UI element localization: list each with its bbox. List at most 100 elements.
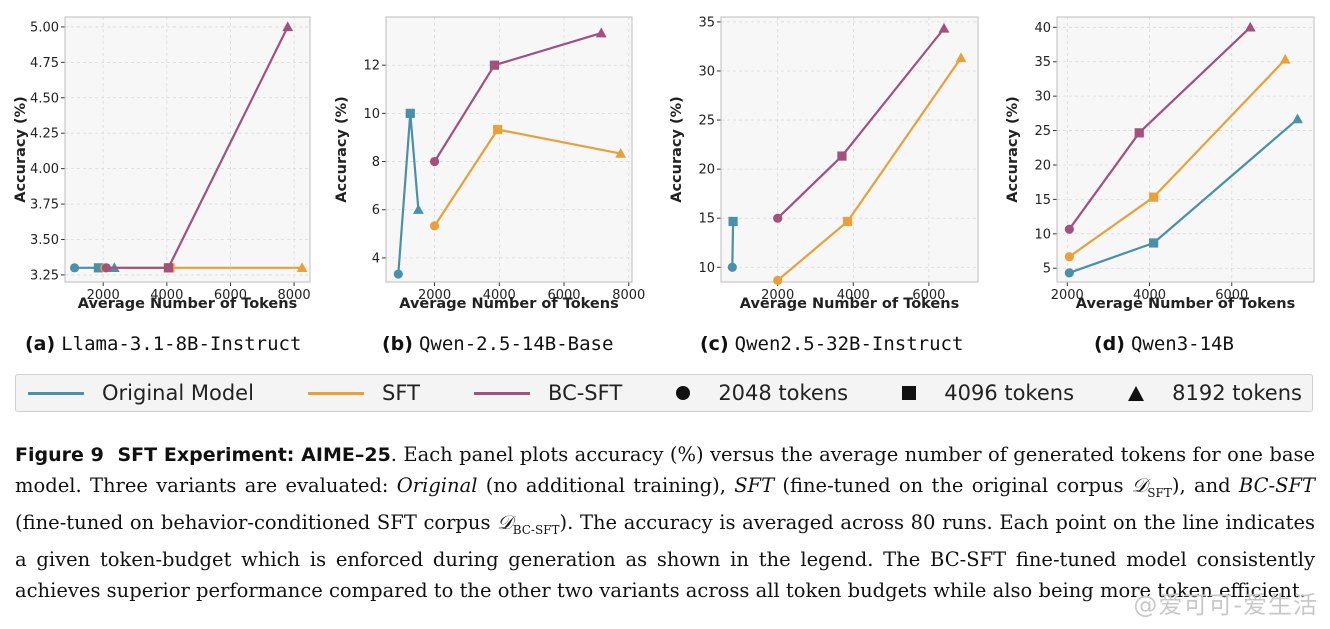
data-point-square	[493, 124, 503, 135]
data-point-square	[163, 263, 174, 273]
chart-panel: 2000 4000 6000 10 15 20 25 30 35 Average Number o…	[669, 15, 979, 312]
caption-text: (fine-tuned on behavior-conditioned SFT …	[15, 510, 498, 534]
subcaption-b: (b) Qwen-2.5-14B-Base	[382, 333, 613, 355]
subcaption-a: (a) Llama-3.1-8B-Instruct	[25, 333, 301, 355]
chart-panel: 2000 4000 6000 8000 3.25 3.50 3.75 4.00 4.25 4.50…	[13, 16, 311, 312]
subcaption-tag: (a)	[25, 333, 56, 355]
legend-label: 2048 tokens	[718, 381, 849, 405]
x-tick-label: 4000	[837, 288, 870, 303]
data-point-circle	[429, 156, 440, 167]
legend-item-4096: 4096 tokens	[902, 381, 1074, 405]
legend-item-sft: SFT	[308, 381, 420, 405]
x-tick-label: 6000	[547, 288, 580, 303]
data-point-triangle	[282, 21, 294, 32]
subcaption-tag: (d)	[1094, 333, 1125, 355]
figure-title: SFT Experiment: AIME–25	[117, 444, 391, 466]
legend: Original Model SFT BC-SFT 2048 tokens 40…	[15, 374, 1313, 412]
data-point-square	[1149, 238, 1159, 248]
data-point-triangle	[296, 262, 308, 273]
y-tick-label: 40	[1034, 21, 1051, 36]
plot-frame	[385, 16, 633, 283]
figure-caption: Figure 9 SFT Experiment: AIME–25. Each p…	[15, 440, 1315, 606]
x-tick-label: 6000	[1215, 288, 1248, 303]
legend-item-bcsft: BC-SFT	[474, 381, 622, 405]
y-tick-label: 30	[1034, 90, 1051, 105]
caption-italic: BC-SFT	[1238, 473, 1315, 497]
x-tick-label: 4000	[483, 288, 516, 303]
y-tick-label: 35	[1034, 55, 1051, 70]
caption-text: . Each panel plots accuracy (%) versus t…	[15, 443, 1315, 497]
caption-text: ), and	[1171, 473, 1239, 497]
plot-frame	[64, 16, 311, 283]
x-tick-label: 8000	[612, 288, 645, 303]
data-point-circle	[727, 262, 737, 272]
data-point-circle	[773, 275, 783, 285]
y-tick-label: 20	[698, 163, 715, 178]
y-tick-label: 6	[372, 203, 380, 218]
series-line	[731, 221, 735, 268]
x-tick-label: 6000	[214, 288, 247, 303]
data-point-triangle	[615, 147, 627, 158]
y-tick-label: 30	[698, 64, 715, 79]
data-point-circle	[393, 269, 403, 279]
data-point-triangle	[595, 27, 607, 38]
subcaption-tag: (b)	[382, 333, 413, 355]
data-point-circle	[69, 263, 80, 273]
x-tick-label: 4000	[1133, 288, 1166, 303]
y-tick-label: 20	[1034, 158, 1051, 173]
y-tick-label: 3.50	[30, 233, 59, 248]
x-axis-label: Average Number of Tokens	[1076, 296, 1295, 312]
caption-text: (fine-tuned on the original corpus	[774, 473, 1132, 497]
x-tick-label: 6000	[912, 288, 945, 303]
data-point-square	[728, 216, 738, 227]
y-tick-label: 15	[698, 212, 715, 227]
plot-background	[65, 17, 310, 282]
caption-subscript: SFT	[1147, 485, 1172, 500]
caption-italic: SFT	[734, 473, 775, 497]
circle-marker-icon	[676, 386, 691, 400]
x-tick-label: 8000	[278, 288, 311, 303]
plot-frame	[1056, 16, 1315, 283]
legend-line-sft	[308, 391, 365, 395]
data-point-triangle	[1244, 21, 1256, 32]
x-tick-label: 4000	[150, 288, 183, 303]
y-tick-label: 8	[372, 155, 380, 170]
data-point-square	[837, 151, 847, 161]
watermark: @爱可可-爱生活	[1133, 591, 1318, 619]
data-point-circle	[101, 263, 111, 273]
triangle-marker-icon	[1128, 385, 1145, 401]
plot-frame	[720, 16, 979, 283]
y-tick-label: 5.00	[30, 20, 59, 35]
caption-text: (no additional training),	[477, 473, 735, 497]
y-tick-label: 4	[372, 251, 380, 266]
y-tick-label: 4.25	[30, 127, 59, 142]
y-tick-label: 12	[363, 59, 380, 74]
x-tick-label: 2000	[87, 288, 120, 303]
charts-area: 2000 4000 6000 8000 3.25 3.50 3.75 4.00 4.25 4.50…	[13, 15, 1315, 312]
plot-background	[721, 17, 978, 282]
x-axis-label: Average Number of Tokens	[740, 296, 959, 312]
legend-item-2048: 2048 tokens	[676, 381, 848, 405]
y-tick-label: 3.75	[30, 198, 59, 213]
y-tick-label: 15	[1034, 193, 1051, 208]
y-axis-label: Accuracy (%)	[334, 96, 350, 203]
legend-line-bcsft	[474, 391, 531, 395]
caption-italic: Original	[396, 473, 478, 497]
y-tick-label: 4.00	[30, 162, 59, 177]
legend-item-8192: 8192 tokens	[1128, 381, 1302, 405]
subcaption-model: Qwen-2.5-14B-Base	[418, 333, 614, 355]
data-point-square	[843, 216, 853, 227]
chart-panel: 2000 4000 6000 5 10 15 20 25 30 35 40 Average Numbe…	[1005, 16, 1315, 312]
y-tick-label: 4.75	[30, 56, 59, 71]
data-point-triangle	[412, 204, 424, 214]
x-tick-label: 2000	[418, 288, 451, 303]
data-point-square	[93, 263, 104, 273]
y-tick-label: 5	[1043, 262, 1051, 277]
x-tick-label: 2000	[761, 288, 794, 303]
y-tick-label: 10	[698, 261, 715, 276]
data-point-triangle	[955, 52, 967, 63]
y-tick-label: 10	[1034, 227, 1051, 242]
x-tick-label: 2000	[1051, 288, 1084, 303]
data-point-circle	[429, 221, 440, 231]
legend-label: 4096 tokens	[944, 381, 1075, 405]
